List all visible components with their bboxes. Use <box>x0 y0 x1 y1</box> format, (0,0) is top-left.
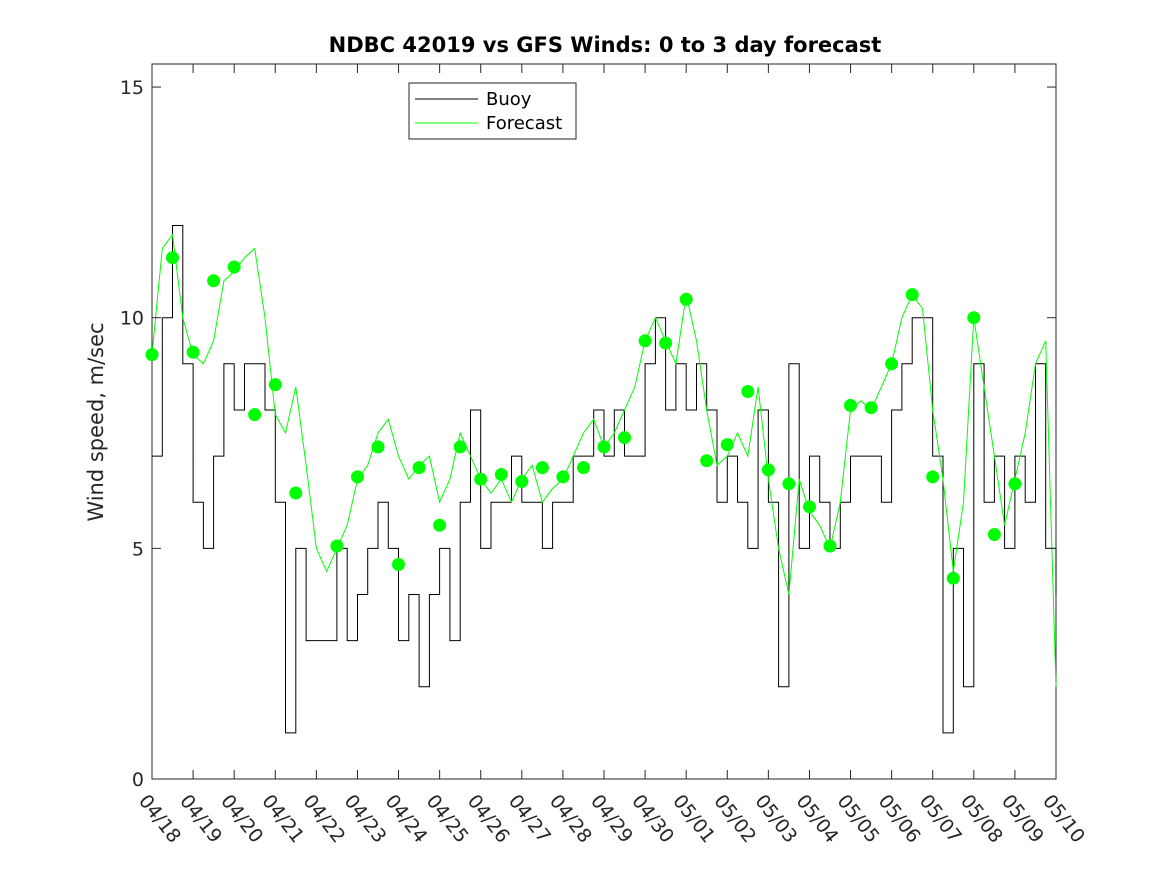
forecast-marker <box>289 486 303 500</box>
forecast-marker <box>679 292 693 306</box>
forecast-marker <box>577 461 590 475</box>
forecast-marker <box>1008 477 1022 491</box>
forecast-marker <box>474 472 488 486</box>
forecast-marker <box>823 539 837 553</box>
forecast-marker <box>782 477 796 491</box>
legend-forecast-label: Forecast <box>486 113 562 134</box>
forecast-marker <box>433 518 447 532</box>
forecast-marker <box>145 348 159 362</box>
forecast-marker <box>761 463 775 477</box>
forecast-marker <box>803 500 816 514</box>
legend-box <box>408 82 577 140</box>
y-tick-label: 10 <box>120 308 144 330</box>
y-axis-label: Wind speed, m/sec <box>84 322 108 521</box>
forecast-marker <box>556 470 570 484</box>
forecast-marker <box>844 398 857 412</box>
forecast-marker-layer <box>145 251 1022 585</box>
forecast-marker <box>638 334 652 348</box>
forecast-marker <box>412 461 426 475</box>
forecast-marker <box>371 440 385 454</box>
forecast-marker <box>741 385 755 398</box>
forecast-marker <box>494 468 508 481</box>
forecast-marker <box>618 431 631 445</box>
forecast-marker <box>864 401 878 415</box>
forecast-marker <box>330 539 344 553</box>
forecast-marker <box>227 260 241 274</box>
y-tick-label: 15 <box>120 77 144 99</box>
forecast-marker <box>515 475 529 488</box>
forecast-marker <box>946 571 960 585</box>
forecast-marker <box>248 408 262 422</box>
forecast-marker <box>987 528 1001 541</box>
forecast-marker <box>905 288 919 302</box>
forecast-marker <box>926 470 940 484</box>
y-tick-label: 0 <box>132 769 144 791</box>
forecast-marker <box>700 454 714 468</box>
forecast-marker <box>720 438 734 452</box>
y-axis: 0 5 10 15 <box>120 77 1056 791</box>
forecast-marker <box>207 274 221 288</box>
legend: Buoy Forecast <box>408 82 577 140</box>
forecast-marker <box>268 378 282 392</box>
forecast-marker <box>659 336 673 350</box>
forecast-marker <box>166 251 179 265</box>
plot-area <box>145 63 1057 780</box>
forecast-marker <box>453 440 467 454</box>
forecast-marker <box>351 470 364 484</box>
legend-buoy-label: Buoy <box>486 89 532 110</box>
forecast-marker <box>597 440 611 454</box>
forecast-marker <box>186 345 200 359</box>
forecast-marker <box>885 357 899 371</box>
forecast-marker <box>967 311 981 325</box>
chart-title: NDBC 42019 vs GFS Winds: 0 to 3 day fore… <box>329 33 882 57</box>
forecast-marker <box>535 461 549 475</box>
forecast-marker <box>392 558 405 571</box>
y-tick-label: 5 <box>132 538 144 560</box>
